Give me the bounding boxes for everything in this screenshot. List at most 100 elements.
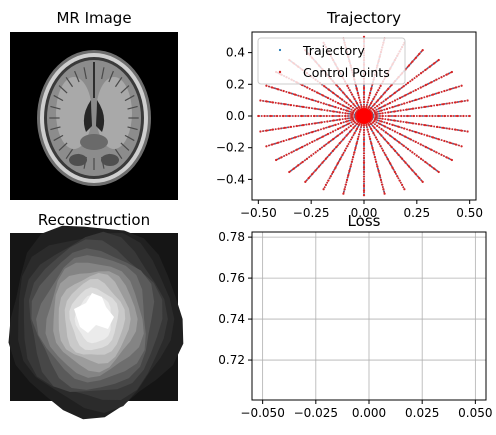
control-point (406, 147, 409, 151)
control-point (259, 130, 262, 133)
control-point (308, 106, 311, 109)
control-point (345, 128, 348, 131)
control-point (377, 140, 380, 143)
control-point (414, 131, 417, 134)
control-point (294, 93, 297, 96)
mr-sulcus (74, 70, 80, 83)
loss-y-tick-label: 0.74 (218, 312, 245, 326)
control-point (435, 151, 438, 154)
control-point (418, 114, 421, 118)
control-point (349, 124, 352, 127)
control-point (301, 124, 305, 127)
control-point (352, 103, 355, 106)
control-point (396, 175, 399, 178)
control-point (332, 91, 335, 94)
control-point (380, 109, 383, 112)
control-point (306, 86, 309, 89)
control-point (393, 110, 396, 113)
control-point (370, 127, 373, 130)
control-point (408, 129, 411, 132)
control-point (340, 131, 344, 134)
control-point (324, 183, 327, 186)
control-point (384, 131, 388, 134)
control-point (297, 164, 300, 167)
control-point (317, 129, 320, 132)
control-point (393, 170, 396, 174)
control-point (424, 161, 427, 164)
control-point (401, 183, 404, 186)
trajectory-legend: Trajectory Control Points (257, 37, 406, 85)
control-point (433, 167, 436, 170)
loss-x-tick-label: 0.050 (458, 406, 492, 420)
control-point (389, 95, 392, 98)
control-point (352, 156, 355, 159)
control-point (321, 135, 324, 138)
control-point (277, 127, 280, 130)
control-point (328, 104, 331, 107)
control-point (371, 146, 374, 150)
control-point (404, 94, 407, 97)
control-point (345, 134, 348, 137)
control-point (375, 114, 378, 118)
control-point (423, 124, 427, 127)
control-point (344, 114, 347, 118)
control-point (347, 107, 350, 110)
control-point (345, 101, 348, 104)
control-point (282, 89, 285, 93)
control-point (304, 180, 307, 183)
control-point (351, 111, 354, 114)
control-point (421, 180, 424, 183)
control-point (331, 130, 335, 133)
control-point (369, 122, 372, 125)
control-point (326, 133, 329, 136)
control-point (365, 124, 368, 127)
control-point (374, 93, 377, 96)
control-point (329, 175, 332, 178)
y-tick-label: 0.4 (226, 46, 245, 60)
control-point (411, 60, 414, 63)
control-point (375, 160, 378, 163)
legend-marker-control-points (278, 70, 282, 74)
control-point (345, 95, 348, 98)
control-point (362, 105, 366, 108)
control-point (277, 102, 280, 105)
control-point (362, 156, 366, 160)
control-point (342, 138, 345, 141)
control-point (265, 129, 268, 132)
control-point (387, 87, 390, 90)
control-point (300, 146, 304, 149)
control-point (383, 125, 386, 128)
control-point (415, 154, 418, 157)
mr-image-title: MR Image (56, 9, 131, 27)
loss-y-tick-label: 0.72 (218, 353, 245, 367)
control-point (334, 123, 337, 126)
control-point (376, 99, 379, 102)
control-point (437, 58, 440, 62)
control-point (377, 89, 380, 92)
control-point (376, 130, 379, 133)
control-point (362, 86, 366, 90)
control-point (308, 123, 311, 126)
control-point (356, 122, 359, 125)
control-point (348, 169, 351, 172)
control-point (381, 183, 384, 186)
control-point (362, 161, 366, 164)
mr-white-matter-left (56, 77, 92, 149)
control-point (460, 145, 463, 148)
control-point (448, 102, 451, 105)
control-point (404, 161, 407, 164)
control-point (384, 153, 387, 156)
control-point (414, 56, 417, 60)
control-point (342, 104, 345, 107)
mr-sulcus (114, 77, 123, 88)
control-point (319, 114, 322, 118)
control-point (356, 137, 359, 140)
control-point (358, 123, 361, 126)
control-point (466, 130, 469, 133)
control-point (326, 96, 329, 99)
trajectory-ticks: −0.50 −0.25 0.00 0.25 0.50 −0.4 −0.2 0.0 0.2 0.4 (216, 46, 483, 220)
panel-trajectory: Trajectory −0.50 −0.25 0.00 0.25 0.50−0.4−0.… (216, 9, 483, 220)
control-point (405, 121, 408, 124)
control-point (450, 158, 453, 162)
control-point (366, 128, 369, 131)
